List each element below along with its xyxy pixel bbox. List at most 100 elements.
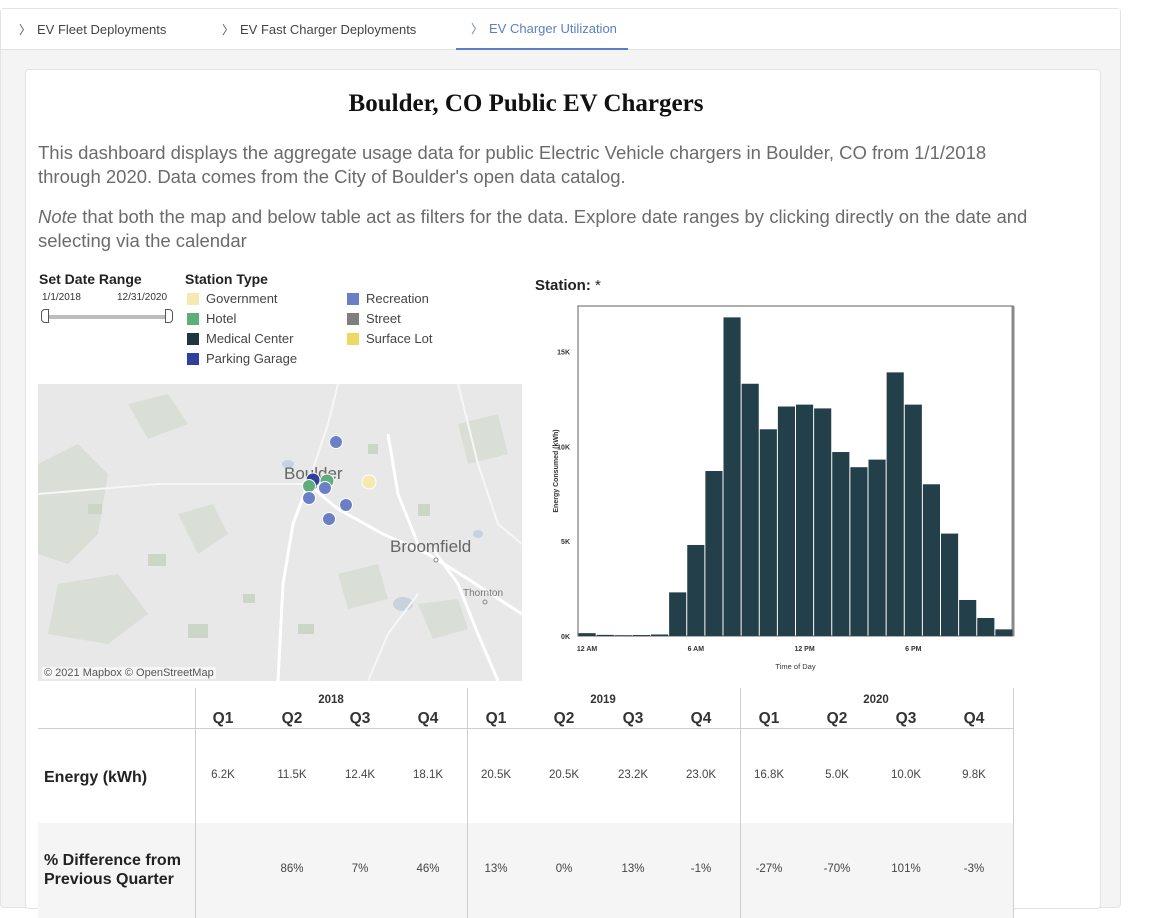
table-quarter-header[interactable]: Q4 [690, 710, 712, 727]
row-label-pct-diff: % Difference from Previous Quarter [44, 852, 181, 888]
chart-bar[interactable] [705, 471, 723, 636]
chart-bar[interactable] [741, 383, 759, 636]
chart-bar[interactable] [850, 467, 868, 636]
table-cell[interactable]: 9.8K [962, 769, 986, 781]
table-cell[interactable]: 12.4K [344, 769, 376, 781]
table-cell[interactable]: 13% [484, 863, 508, 875]
date-slider-end-handle[interactable] [165, 309, 173, 323]
date-slider-start-handle[interactable] [41, 309, 49, 323]
map-marker-government[interactable] [361, 474, 377, 490]
chart-bar[interactable] [669, 592, 687, 636]
table-quarter-header[interactable]: Q3 [349, 710, 371, 727]
table-cell[interactable]: -27% [755, 863, 783, 875]
chart-bar[interactable] [723, 317, 741, 636]
table-cell[interactable]: 23.0K [685, 769, 717, 781]
table-cell[interactable]: 101% [891, 863, 921, 875]
map-label-thornton: Thornton [463, 588, 503, 599]
table-cell[interactable]: 16.8K [753, 769, 785, 781]
chevron-right-icon: 〉 [19, 23, 32, 37]
x-tick-label: 6 PM [905, 646, 922, 653]
y-tick-label: 10K [557, 444, 570, 451]
table-cell[interactable]: 11.5K [277, 769, 307, 781]
table-quarter-header[interactable]: Q2 [826, 710, 848, 727]
chart-bar[interactable] [886, 372, 904, 636]
legend-surface-lot[interactable]: Surface Lot [347, 331, 433, 346]
tab-ev-charger-utilization[interactable]: 〉 EV Charger Utilization [456, 9, 628, 50]
chart-bar[interactable] [777, 406, 795, 636]
table-cell[interactable]: 23.2K [617, 769, 649, 781]
table-cell[interactable]: 20.5K [480, 769, 512, 781]
x-tick-label: 12 AM [577, 646, 598, 653]
legend-label: Medical Center [206, 331, 294, 346]
tab-ev-fast-charger-deployments[interactable]: 〉 EV Fast Charger Deployments [222, 9, 416, 50]
table-divider [740, 688, 741, 918]
chart-bar[interactable] [632, 635, 650, 636]
table-cell[interactable]: 13% [621, 863, 645, 875]
chart-bar[interactable] [977, 617, 995, 636]
chart-bar[interactable] [995, 629, 1013, 636]
legend-swatch [187, 312, 199, 325]
table-quarter-header[interactable]: Q3 [622, 710, 644, 727]
station-filter[interactable]: Station: * [535, 277, 601, 294]
table-cell[interactable]: 18.1K [412, 769, 444, 781]
chart-bar[interactable] [614, 635, 632, 636]
legend-government[interactable]: Government [187, 291, 278, 306]
table-quarter-header[interactable]: Q1 [485, 710, 507, 727]
legend-street[interactable]: Street [347, 311, 401, 326]
map-marker-hotel[interactable] [302, 479, 316, 493]
map-marker-recreation[interactable] [318, 481, 332, 495]
table-year-2019: 2019 [590, 694, 616, 706]
table-quarter-header[interactable]: Q4 [963, 710, 985, 727]
legend-hotel[interactable]: Hotel [187, 311, 236, 326]
table-quarter-header[interactable]: Q1 [212, 710, 234, 727]
chart-bar[interactable] [959, 599, 977, 636]
table-cell[interactable]: 7% [351, 863, 369, 875]
chart-bar[interactable] [868, 459, 886, 636]
table-cell[interactable]: 20.5K [548, 769, 580, 781]
date-range-slider[interactable] [44, 315, 170, 319]
tab-ev-fleet-deployments[interactable]: 〉 EV Fleet Deployments [19, 9, 166, 50]
map-marker-recreation[interactable] [322, 512, 336, 526]
date-range-label: Set Date Range [39, 271, 142, 287]
chart-bar[interactable] [578, 633, 596, 636]
table-quarter-header[interactable]: Q2 [281, 710, 303, 727]
chart-bar[interactable] [651, 634, 669, 636]
legend-medical-center[interactable]: Medical Center [187, 331, 293, 346]
map-marker-recreation[interactable] [339, 498, 353, 512]
table-quarter-header[interactable]: Q2 [553, 710, 575, 727]
chart-bar[interactable] [941, 533, 959, 636]
table-cell[interactable]: -3% [963, 863, 985, 875]
date-range-end[interactable]: 12/31/2020 [117, 292, 168, 303]
chart-bar[interactable] [832, 452, 850, 636]
y-tick-label: 0K [561, 634, 570, 641]
station-map[interactable]: Boulder Broomfield Thornton © 2021 Mapbo… [38, 384, 522, 681]
legend-recreation[interactable]: Recreation [347, 291, 429, 306]
table-cell[interactable]: 5.0K [825, 769, 849, 781]
chart-bar[interactable] [922, 484, 940, 636]
x-tick-label: 6 AM [688, 646, 705, 653]
legend-label: Government [206, 291, 278, 306]
table-cell[interactable]: 46% [416, 863, 440, 875]
chart-bar[interactable] [814, 408, 832, 636]
table-cell[interactable]: 10.0K [890, 769, 922, 781]
table-cell[interactable]: 6.2K [211, 769, 235, 781]
table-quarter-header[interactable]: Q4 [417, 710, 439, 727]
map-marker-recreation[interactable] [302, 491, 316, 505]
table-cell[interactable]: 0% [555, 863, 573, 875]
table-quarter-header[interactable]: Q3 [895, 710, 917, 727]
chart-bar[interactable] [796, 404, 814, 636]
legend-parking-garage[interactable]: Parking Garage [187, 351, 297, 366]
map-marker-recreation[interactable] [329, 435, 343, 449]
table-cell[interactable]: -1% [690, 863, 712, 875]
chart-bar[interactable] [904, 404, 922, 636]
map-canvas: Boulder Broomfield Thornton [38, 384, 522, 681]
table-cell[interactable]: -70% [823, 863, 851, 875]
table-quarter-header[interactable]: Q1 [758, 710, 780, 727]
chart-bar[interactable] [759, 429, 777, 636]
chart-bar[interactable] [687, 544, 705, 636]
chart-bar[interactable] [596, 634, 614, 636]
date-range-start[interactable]: 1/1/2018 [42, 292, 81, 303]
x-axis-label: Time of Day [775, 662, 815, 671]
table-cell[interactable]: 86% [280, 863, 304, 875]
page-description: This dashboard displays the aggregate us… [38, 142, 987, 187]
